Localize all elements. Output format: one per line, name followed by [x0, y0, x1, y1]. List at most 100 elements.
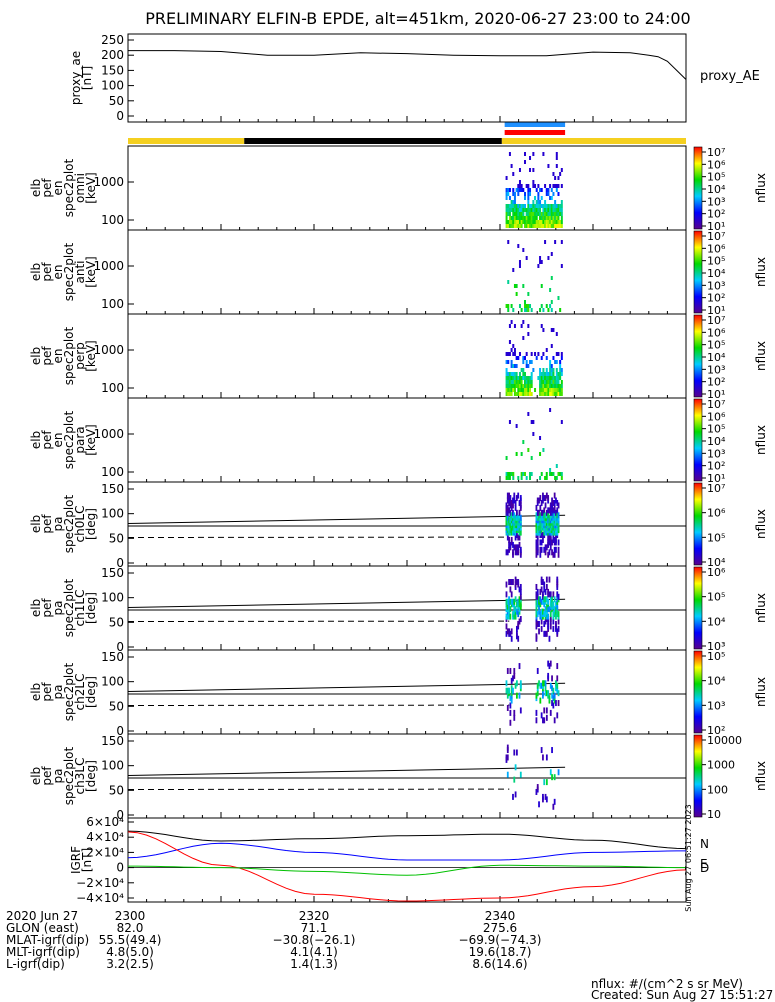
spectrogram-cell: [547, 188, 549, 192]
pitch-angle-cell: [507, 745, 509, 751]
pitch-angle-cell: [556, 675, 558, 681]
y-tick-label: 50: [109, 94, 124, 108]
orbit-bar-day: [128, 138, 244, 144]
y-tick-label: 100: [101, 381, 124, 395]
pitch-angle-cell: [550, 661, 552, 667]
pitch-angle-cell: [558, 502, 560, 508]
spectrogram-cell: [539, 452, 541, 456]
south-bar: [505, 130, 565, 135]
spectrogram-cell: [532, 432, 534, 436]
colorbar-label: nflux: [754, 341, 768, 371]
igrf-line-E: [128, 843, 686, 860]
pitch-angle-cell: [509, 710, 511, 716]
spectrogram-cell: [557, 192, 559, 196]
spectrogram-cell: [514, 388, 516, 392]
colorbar-tick-label: 10²: [707, 376, 725, 389]
spectrogram-cell: [516, 372, 518, 376]
spectrogram-cell: [556, 188, 558, 192]
spectrogram-cell: [561, 392, 563, 396]
pitch-angle-cell: [543, 717, 545, 723]
ylabel-line: [deg]: [84, 508, 98, 540]
colorbar-label: nflux: [754, 425, 768, 455]
spectrogram-cell: [507, 192, 509, 196]
spectrogram-cell: [531, 384, 533, 388]
spectrogram-cell: [561, 240, 563, 244]
spectrogram-cell: [527, 324, 529, 328]
spectrogram-cell: [511, 164, 513, 168]
spectrogram-cell: [561, 204, 563, 208]
spectrogram-cell: [511, 320, 513, 324]
spectrogram-cell: [506, 216, 508, 220]
spectrogram-cell: [519, 168, 521, 172]
spectrogram-cell: [539, 200, 541, 204]
colorbar-tick-label: 100: [707, 783, 728, 796]
spectrogram-cell: [516, 284, 518, 288]
spectrogram-cell: [527, 184, 529, 188]
pitch-angle-cell: [515, 764, 517, 770]
y-tick-label: 100: [101, 79, 124, 93]
spectrogram-cell: [519, 372, 521, 376]
pitch-angle-cell: [555, 547, 557, 553]
pitch-angle-cell: [537, 668, 539, 674]
spectrogram-cell: [524, 152, 526, 156]
spectrogram-cell: [539, 208, 541, 212]
colorbar-tick-label: 10⁶: [707, 507, 726, 520]
pitch-angle-cell: [551, 774, 553, 780]
spectrogram-cell: [556, 156, 558, 160]
y-tick-label: 100: [101, 591, 124, 605]
spectrogram-cell: [541, 284, 543, 288]
spectrogram-cell: [542, 448, 544, 452]
spectrogram-cell: [512, 268, 514, 272]
colorbar-tick-label: 10²: [707, 292, 725, 305]
pitch-angle-cell: [558, 626, 560, 632]
spectrogram-cell: [529, 168, 531, 172]
spectrogram-cell: [531, 352, 533, 356]
spectrogram-cell: [514, 200, 516, 204]
colorbar-tick-label: 10⁵: [707, 339, 725, 352]
spectrogram-cell: [527, 364, 529, 368]
spectrogram-cell: [551, 308, 553, 312]
spectrogram-cell: [532, 200, 534, 204]
y-tick-label: 4×10⁴: [86, 830, 124, 844]
pitch-angle-cell: [556, 683, 558, 689]
colorbar-label: nflux: [754, 677, 768, 707]
pitch-angle-cell: [519, 663, 521, 669]
pitch-angle-cell: [542, 754, 544, 760]
spectrogram-cell: [509, 340, 511, 344]
spectrogram-cell: [524, 160, 526, 164]
colorbar-label: nflux: [754, 509, 768, 539]
spectrogram-cell: [514, 192, 516, 196]
spectrogram-cell: [534, 388, 536, 392]
colorbar-tick-label: 10⁴: [707, 675, 726, 688]
spectrogram-cell: [522, 360, 524, 364]
pitch-angle-cell: [520, 515, 522, 521]
spectrogram-cell: [542, 152, 544, 156]
colorbar: [694, 483, 702, 565]
axis-row-value: 3.2(2.5): [106, 957, 154, 971]
spectrogram-cell: [524, 204, 526, 208]
pitch-angle-cell: [558, 690, 560, 696]
spectrogram-cell: [547, 164, 549, 168]
spectrogram-cell: [522, 188, 524, 192]
spectrogram-cell: [512, 344, 514, 348]
created-note: Created: Sun Aug 27 15:51:27 2023: [591, 990, 775, 1001]
spectrogram-cell: [526, 352, 528, 356]
pitch-angle-cell: [554, 799, 556, 805]
pitch-angle-cell: [512, 579, 514, 585]
spectrogram-cell: [507, 240, 509, 244]
spectrogram-anti: [506, 240, 563, 312]
pitch-angle-cell: [543, 707, 545, 713]
y-tick-label: 150: [101, 63, 124, 77]
spectrogram-cell: [559, 376, 561, 380]
spectrogram-cell: [532, 420, 534, 424]
spectrogram-cell: [551, 252, 553, 256]
north-bar: [505, 122, 565, 127]
spectrogram-cell: [561, 212, 563, 216]
colorbar-tick-label: 10⁵: [707, 423, 725, 436]
spectrogram-cell: [552, 328, 554, 332]
pitch-angle-cell: [519, 693, 521, 699]
spectrogram-cell: [557, 380, 559, 384]
pitch-angle-cell: [554, 693, 556, 699]
